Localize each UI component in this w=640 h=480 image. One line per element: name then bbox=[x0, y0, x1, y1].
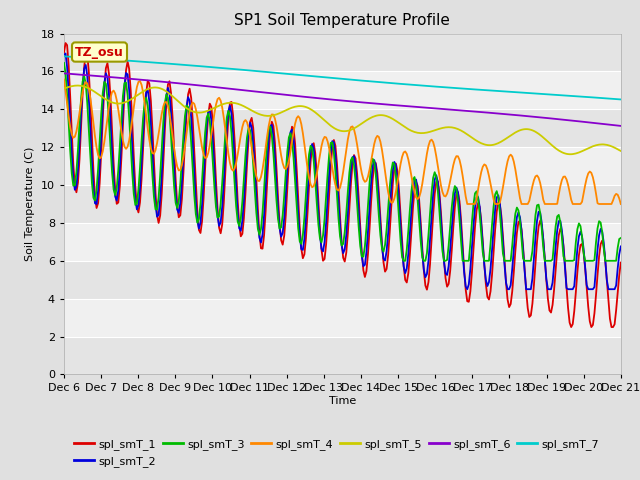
spl_smT_1 bbox=[255, 231, 263, 237]
spl_smT_6 bbox=[226, 86, 234, 92]
spl_smT_2 bbox=[617, 243, 625, 249]
spl_smT_2 bbox=[246, 120, 254, 126]
spl_smT_4 bbox=[303, 165, 311, 171]
spl_smT_3 bbox=[129, 170, 136, 176]
spl_smT_1 bbox=[61, 40, 69, 46]
spl_smT_5 bbox=[60, 85, 68, 91]
spl_smT_3 bbox=[254, 226, 262, 232]
spl_smT_7 bbox=[244, 68, 252, 73]
spl_smT_7 bbox=[129, 58, 136, 64]
Line: spl_smT_4: spl_smT_4 bbox=[64, 80, 621, 204]
spl_smT_7 bbox=[254, 68, 262, 74]
spl_smT_4 bbox=[617, 201, 625, 207]
spl_smT_3 bbox=[588, 258, 595, 264]
spl_smT_1 bbox=[617, 260, 625, 265]
spl_smT_7 bbox=[617, 96, 625, 102]
spl_smT_2 bbox=[305, 166, 313, 172]
spl_smT_7 bbox=[60, 53, 68, 59]
spl_smT_1 bbox=[246, 119, 254, 125]
spl_smT_6 bbox=[617, 123, 625, 129]
Bar bbox=[64, 72, 621, 109]
spl_smT_6 bbox=[60, 71, 68, 76]
Line: spl_smT_6: spl_smT_6 bbox=[64, 73, 621, 126]
spl_smT_5 bbox=[566, 151, 573, 157]
spl_smT_3 bbox=[60, 60, 68, 66]
spl_smT_4 bbox=[129, 117, 136, 122]
spl_smT_5 bbox=[305, 106, 313, 111]
spl_smT_5 bbox=[74, 83, 82, 88]
spl_smT_5 bbox=[130, 95, 138, 100]
spl_smT_4 bbox=[254, 178, 262, 184]
Legend: spl_smT_1, spl_smT_2, spl_smT_3, spl_smT_4, spl_smT_5, spl_smT_6, spl_smT_7: spl_smT_1, spl_smT_2, spl_smT_3, spl_smT… bbox=[70, 435, 604, 471]
spl_smT_6 bbox=[254, 89, 262, 95]
spl_smT_6 bbox=[244, 88, 252, 94]
spl_smT_4 bbox=[463, 201, 471, 207]
Bar bbox=[64, 223, 621, 261]
Bar bbox=[64, 299, 621, 336]
spl_smT_5 bbox=[589, 144, 596, 149]
spl_smT_1 bbox=[130, 154, 138, 160]
spl_smT_4 bbox=[588, 170, 595, 176]
spl_smT_7 bbox=[303, 73, 311, 79]
spl_smT_3 bbox=[244, 125, 252, 131]
Line: spl_smT_3: spl_smT_3 bbox=[64, 63, 621, 261]
X-axis label: Time: Time bbox=[329, 396, 356, 406]
spl_smT_3 bbox=[226, 114, 234, 120]
Bar bbox=[64, 185, 621, 223]
spl_smT_4 bbox=[60, 77, 68, 83]
spl_smT_2 bbox=[61, 50, 69, 56]
spl_smT_6 bbox=[129, 76, 136, 82]
Line: spl_smT_1: spl_smT_1 bbox=[64, 43, 621, 327]
spl_smT_2 bbox=[463, 286, 471, 292]
Y-axis label: Soil Temperature (C): Soil Temperature (C) bbox=[26, 147, 35, 261]
spl_smT_1 bbox=[305, 183, 313, 189]
Line: spl_smT_5: spl_smT_5 bbox=[64, 85, 621, 154]
spl_smT_1 bbox=[228, 99, 236, 105]
spl_smT_3 bbox=[617, 235, 625, 241]
spl_smT_1 bbox=[589, 322, 596, 328]
spl_smT_5 bbox=[246, 107, 254, 112]
spl_smT_7 bbox=[226, 66, 234, 72]
spl_smT_3 bbox=[400, 258, 408, 264]
Line: spl_smT_2: spl_smT_2 bbox=[64, 53, 621, 289]
Bar bbox=[64, 34, 621, 72]
Bar bbox=[64, 336, 621, 374]
spl_smT_2 bbox=[130, 174, 138, 180]
spl_smT_7 bbox=[586, 94, 594, 100]
Bar bbox=[64, 147, 621, 185]
spl_smT_1 bbox=[60, 49, 68, 55]
spl_smT_6 bbox=[586, 120, 594, 125]
Bar bbox=[64, 261, 621, 299]
spl_smT_5 bbox=[617, 148, 625, 154]
spl_smT_5 bbox=[228, 100, 236, 106]
spl_smT_6 bbox=[303, 94, 311, 100]
spl_smT_4 bbox=[226, 160, 234, 166]
Title: SP1 Soil Temperature Profile: SP1 Soil Temperature Profile bbox=[234, 13, 451, 28]
spl_smT_4 bbox=[244, 125, 252, 131]
spl_smT_2 bbox=[228, 111, 236, 117]
spl_smT_2 bbox=[589, 286, 596, 292]
spl_smT_2 bbox=[255, 235, 263, 240]
spl_smT_2 bbox=[60, 52, 68, 58]
Line: spl_smT_7: spl_smT_7 bbox=[64, 56, 621, 99]
Text: TZ_osu: TZ_osu bbox=[75, 46, 124, 59]
spl_smT_1 bbox=[567, 324, 575, 330]
Bar bbox=[64, 109, 621, 147]
spl_smT_3 bbox=[303, 169, 311, 175]
spl_smT_5 bbox=[255, 111, 263, 117]
